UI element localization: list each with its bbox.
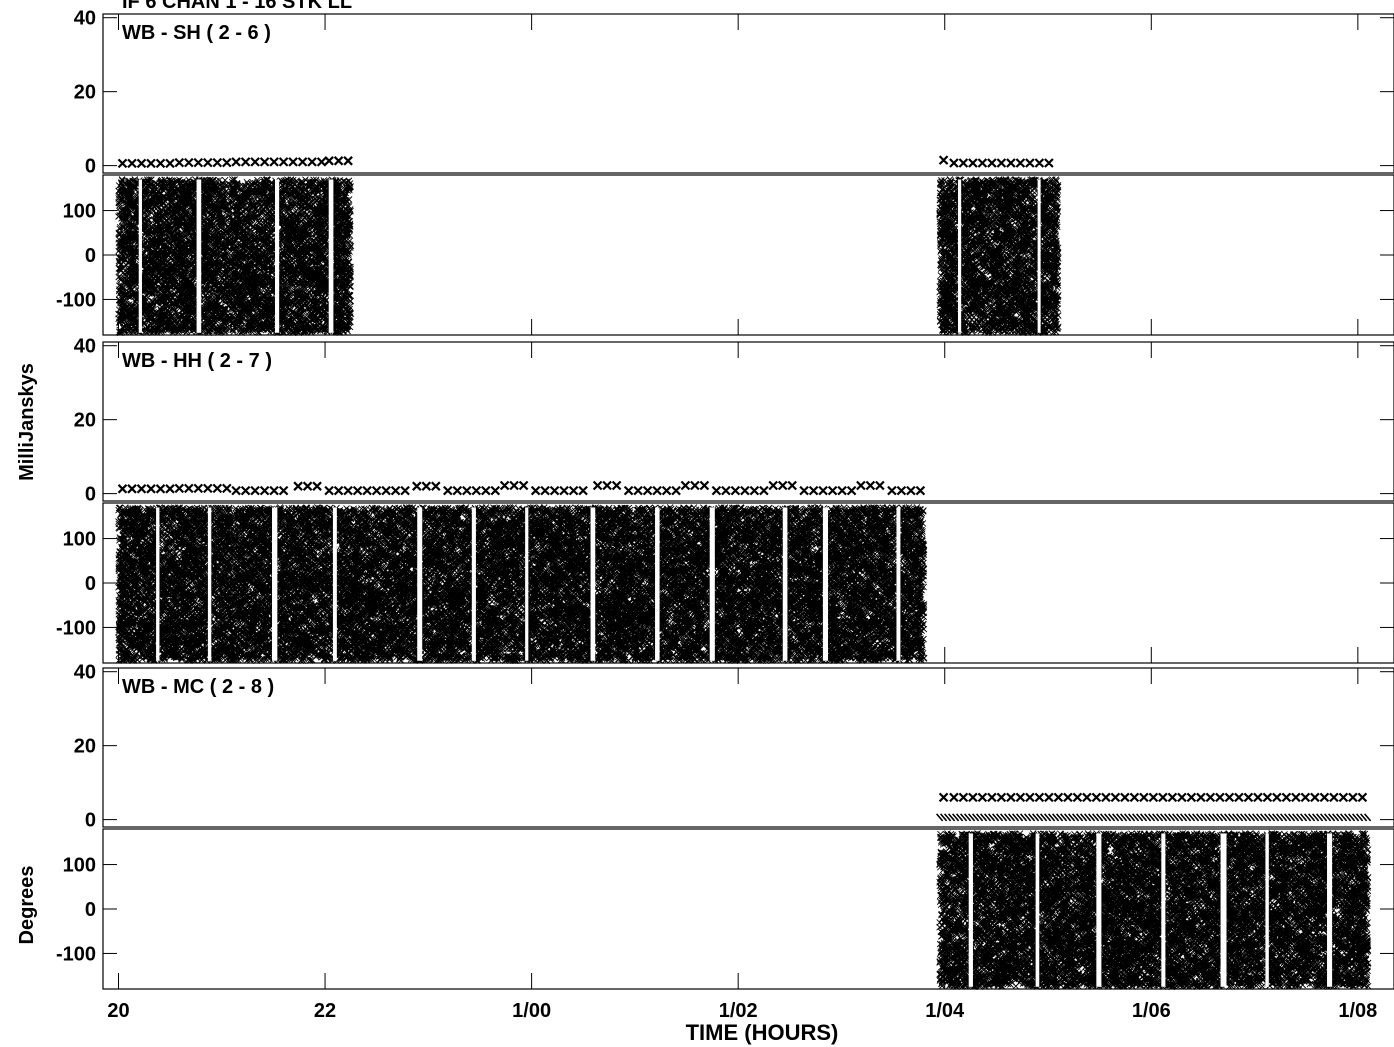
amplitude-points bbox=[117, 481, 501, 496]
phase-points bbox=[115, 504, 504, 665]
amplitude-points bbox=[117, 156, 353, 169]
x-tick-label: 22 bbox=[314, 1000, 336, 1022]
x-tick-label: 1/00 bbox=[512, 1000, 551, 1022]
phase-points bbox=[936, 830, 1372, 991]
data-gap bbox=[417, 507, 423, 661]
y-axis-label-phase: Degrees bbox=[16, 866, 38, 945]
data-segment bbox=[115, 481, 504, 665]
phase-tick-label: -100 bbox=[56, 289, 96, 311]
phase-tick-label: -100 bbox=[56, 943, 96, 965]
data-gap bbox=[525, 507, 529, 661]
amp-tick-label: 20 bbox=[74, 736, 96, 758]
amplitude-frame bbox=[102, 341, 1394, 502]
x-tick-labels: 20 22 1/00 1/02 1/04 1/06 1/08 bbox=[107, 1000, 1377, 1022]
x-tick-label: 20 bbox=[107, 1000, 129, 1022]
data-gap bbox=[782, 507, 788, 661]
panel-1: WB - SH ( 2 - 6 ) 0 20 40 -100 0 100 bbox=[56, 8, 1394, 337]
baseline-label: WB - HH ( 2 - 7 ) bbox=[122, 350, 272, 372]
phase-points bbox=[497, 504, 928, 665]
amp-tick-label: 0 bbox=[85, 156, 96, 178]
phase-points bbox=[115, 176, 355, 337]
data-gap bbox=[332, 507, 337, 661]
panel-2: WB - HH ( 2 - 7 ) 0 20 40 -100 0 100 bbox=[56, 336, 1394, 665]
amplitude-points bbox=[938, 155, 1054, 168]
data-gap bbox=[196, 179, 202, 333]
data-gap bbox=[1037, 179, 1041, 333]
phase-tick-label: 0 bbox=[85, 573, 96, 595]
data-gap bbox=[156, 507, 160, 661]
data-segment bbox=[936, 155, 1062, 337]
x-tick-label: 1/04 bbox=[925, 1000, 965, 1022]
amp-tick-label: 20 bbox=[74, 82, 96, 104]
data-gap bbox=[968, 833, 973, 987]
chart-header: IF 6 CHAN 1 - 16 STK LL bbox=[122, 0, 352, 13]
data-gap bbox=[274, 179, 280, 333]
amp-tick-label: 40 bbox=[74, 8, 96, 30]
phase-points bbox=[936, 176, 1062, 337]
amplitude-frame bbox=[102, 13, 1394, 174]
data-gap bbox=[328, 179, 334, 333]
data-gap bbox=[272, 507, 278, 661]
baseline-label: WB - SH ( 2 - 6 ) bbox=[122, 22, 271, 44]
data-gap bbox=[138, 179, 142, 333]
amp-tick-label: 0 bbox=[85, 810, 96, 832]
data-segment bbox=[935, 792, 1372, 991]
data-gap bbox=[1161, 833, 1166, 987]
data-gap bbox=[471, 507, 476, 661]
phase-tick-label: 100 bbox=[63, 529, 96, 551]
data-gap bbox=[709, 507, 715, 661]
data-gap bbox=[207, 507, 212, 661]
phase-tick-label: -100 bbox=[56, 617, 96, 639]
phase-tick-label: 0 bbox=[85, 245, 96, 267]
data-gap bbox=[1035, 833, 1040, 987]
data-gap bbox=[655, 507, 660, 661]
data-gap bbox=[822, 507, 829, 661]
data-gap bbox=[1220, 833, 1227, 987]
data-gap bbox=[1096, 833, 1102, 987]
phase-tick-label: 100 bbox=[63, 855, 96, 877]
x-tick-label: 1/08 bbox=[1338, 1000, 1377, 1022]
amp-tick-label: 40 bbox=[74, 336, 96, 358]
x-tick-label: 1/06 bbox=[1132, 1000, 1171, 1022]
phase-tick-label: 0 bbox=[85, 899, 96, 921]
amplitude-frame bbox=[102, 667, 1394, 828]
data-gap bbox=[590, 507, 596, 661]
data-gap bbox=[957, 179, 962, 333]
data-segment bbox=[115, 156, 355, 337]
data-gap bbox=[1265, 833, 1269, 987]
amp-tick-label: 20 bbox=[74, 410, 96, 432]
data-gap bbox=[1327, 833, 1333, 987]
data-segment bbox=[497, 480, 928, 665]
panel-3: WB - MC ( 2 - 8 ) 0 20 40 -100 0 100 bbox=[56, 662, 1394, 991]
x-tick-label: 1/02 bbox=[719, 1000, 758, 1022]
phase-tick-label: 100 bbox=[63, 201, 96, 223]
amp-tick-label: 40 bbox=[74, 662, 96, 684]
amplitude-points bbox=[499, 480, 926, 496]
amplitude-band bbox=[935, 813, 1372, 822]
amplitude-points bbox=[938, 792, 1368, 803]
x-axis-label: TIME (HOURS) bbox=[686, 1020, 839, 1045]
baseline-label: WB - MC ( 2 - 8 ) bbox=[122, 676, 274, 698]
y-axis-label-amplitude: MilliJanskys bbox=[16, 363, 38, 481]
data-gap bbox=[896, 507, 901, 661]
amp-tick-label: 0 bbox=[85, 484, 96, 506]
